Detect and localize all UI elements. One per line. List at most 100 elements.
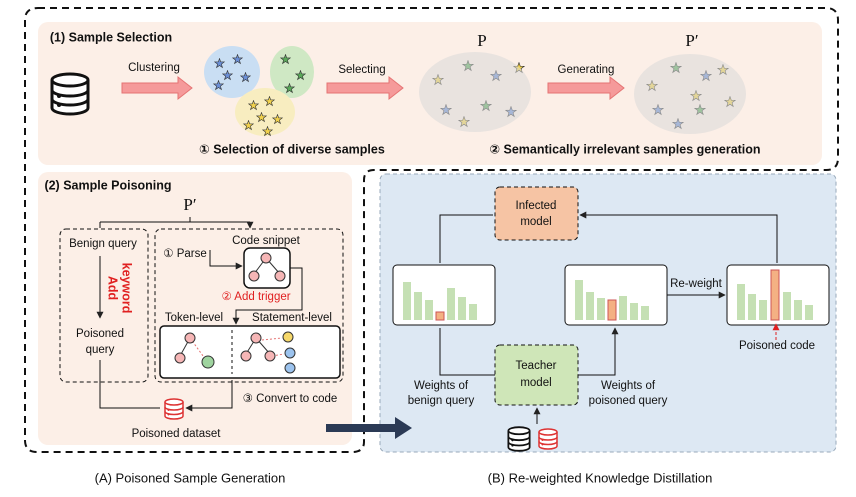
token-graph-part xyxy=(201,355,215,369)
trigger-label: Add xyxy=(106,276,120,300)
split-connector xyxy=(99,217,250,228)
token-graph-part xyxy=(184,332,196,344)
weight-chart xyxy=(392,264,496,326)
weight-chart-part-part xyxy=(794,300,802,320)
label: Statement-level xyxy=(252,312,332,324)
weight-chart-part-part xyxy=(748,294,756,320)
database-icon xyxy=(50,72,90,116)
set-label: P′ xyxy=(183,195,196,214)
weight-chart-part xyxy=(435,311,445,321)
clusters-part xyxy=(270,46,314,98)
step-label: ② Semantically irrelevant samples genera… xyxy=(489,142,760,156)
label: poisoned query xyxy=(589,395,668,407)
weight-chart-part-part xyxy=(783,292,791,320)
pink-arrows xyxy=(121,75,625,101)
weight-chart-part xyxy=(575,280,649,320)
statement-graph-part xyxy=(284,362,296,374)
statement-graph-part xyxy=(282,331,294,343)
label: Token-level xyxy=(165,312,223,324)
weight-chart-part-part xyxy=(447,288,455,320)
caption: (B) Re-weighted Knowledge Distillation xyxy=(488,470,713,485)
weight-chart-part-part xyxy=(575,280,583,320)
label: model xyxy=(520,377,551,389)
outer-outline xyxy=(24,7,839,453)
arrow xyxy=(439,328,615,376)
arrow xyxy=(209,250,243,270)
weight-chart-part-part xyxy=(425,300,433,320)
weight-chart-part-part xyxy=(469,304,477,320)
label: Benign query xyxy=(69,238,137,250)
label: Teacher xyxy=(516,360,557,372)
label: benign query xyxy=(408,395,475,407)
weight-chart-part-part xyxy=(641,306,649,320)
weight-chart-part-part xyxy=(403,282,411,320)
database-icon xyxy=(538,428,558,450)
label: Code snippet xyxy=(232,235,301,247)
weight-chart-part xyxy=(770,269,780,321)
arrow-label: Generating xyxy=(558,64,615,76)
trigger-label: ② Add trigger xyxy=(221,291,290,303)
label: model xyxy=(520,216,551,228)
pink-arrows-part xyxy=(547,75,625,101)
weight-chart-part-part xyxy=(414,292,422,320)
token-graph xyxy=(174,332,215,369)
statement-graph xyxy=(240,331,296,374)
step-label: ① Selection of diverse samples xyxy=(199,142,385,156)
statement-graph-part xyxy=(261,337,283,341)
set-p xyxy=(419,52,531,132)
label: query xyxy=(86,344,115,356)
statement-graph-part xyxy=(264,350,276,362)
set-p-prime xyxy=(634,54,746,134)
set-label: P′ xyxy=(685,31,698,50)
trigger-label: keyword xyxy=(120,263,134,314)
label: ① Parse xyxy=(163,248,207,260)
label: Poisoned dataset xyxy=(132,428,222,440)
ast-nodes-part xyxy=(248,270,260,282)
arrow xyxy=(439,215,778,263)
set-label: P xyxy=(477,31,486,50)
label: Re-weight xyxy=(670,278,723,290)
weight-chart-part-part xyxy=(737,284,745,320)
weight-chart-part-part xyxy=(630,303,638,320)
weight-chart-part-part xyxy=(586,292,594,320)
label: Weights of xyxy=(601,380,656,392)
weight-chart-part-part xyxy=(458,297,466,320)
arrow-label: Selecting xyxy=(338,64,385,76)
weight-chart-part-part xyxy=(759,300,767,320)
label: Weights of xyxy=(414,380,469,392)
database-icon xyxy=(507,426,531,452)
weight-chart-part-part xyxy=(805,305,813,320)
statement-graph-part xyxy=(240,350,252,362)
code-box xyxy=(154,228,344,383)
benign-box xyxy=(59,228,149,383)
section-title: (1) Sample Selection xyxy=(50,30,172,44)
pink-arrows-part xyxy=(121,75,193,101)
infected-model xyxy=(494,186,579,241)
big-arrow xyxy=(326,417,412,439)
ast-nodes-part xyxy=(274,270,286,282)
weight-chart-part-part xyxy=(619,296,627,320)
weight-chart-part xyxy=(607,299,617,321)
label: Infected xyxy=(516,200,557,212)
statement-graph-part xyxy=(250,332,262,344)
pink-arrows-part xyxy=(326,75,404,101)
database-icon xyxy=(164,398,184,420)
weight-chart xyxy=(564,264,668,326)
ast-nodes xyxy=(248,252,286,282)
weight-chart-part xyxy=(737,284,813,320)
token-graph-part xyxy=(174,352,186,364)
statement-graph-part xyxy=(284,347,296,359)
ast-nodes-part xyxy=(260,252,272,264)
arrow xyxy=(99,360,233,408)
weight-chart-part xyxy=(403,282,477,320)
weight-chart xyxy=(726,264,830,326)
section-title: (2) Sample Poisoning xyxy=(44,178,171,192)
clusters-part xyxy=(235,88,295,136)
caption: (A) Poisoned Sample Generation xyxy=(95,470,286,485)
arrow xyxy=(232,267,303,325)
label: Poisoned xyxy=(76,328,124,340)
label: Poisoned code xyxy=(739,340,815,352)
